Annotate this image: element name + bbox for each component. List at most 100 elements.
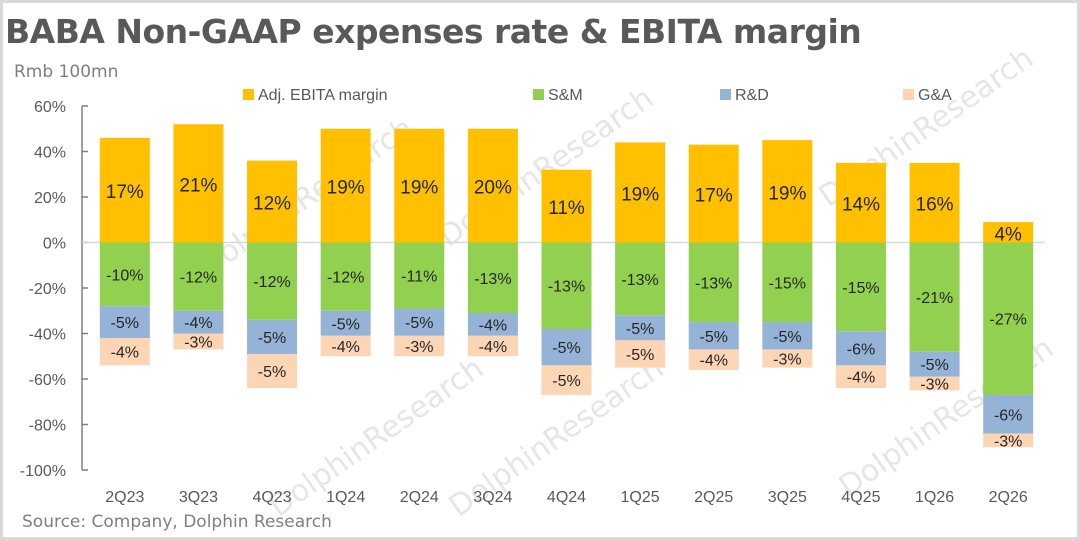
data-label-g-a: -5% bbox=[552, 373, 580, 390]
x-tick-label: 4Q24 bbox=[547, 489, 586, 506]
bar-s-m bbox=[909, 242, 960, 352]
bar-s-m bbox=[615, 242, 666, 316]
data-label-s-m: -13% bbox=[548, 279, 585, 296]
data-label-r-d: -5% bbox=[773, 329, 801, 346]
data-label-r-d: -5% bbox=[111, 315, 139, 332]
bar-r-d bbox=[467, 313, 518, 336]
data-label-r-d: -6% bbox=[847, 341, 875, 358]
bar-s-m bbox=[99, 242, 150, 307]
data-label-r-d: -5% bbox=[700, 329, 728, 346]
bar-s-m bbox=[541, 242, 592, 329]
bar-s-m bbox=[320, 242, 371, 311]
data-label-g-a: -3% bbox=[920, 377, 948, 394]
data-label-ebita-margin: 19% bbox=[621, 184, 659, 205]
bar-s-m bbox=[467, 242, 518, 314]
data-label-s-m: -27% bbox=[990, 312, 1027, 329]
legend: Adj. EBITA margin S&M R&D G&A bbox=[243, 87, 952, 104]
bar-s-m bbox=[762, 242, 813, 323]
bar-r-d bbox=[541, 328, 592, 366]
bar-r-d bbox=[247, 319, 298, 354]
data-label-g-a: -4% bbox=[331, 339, 359, 356]
data-label-s-m: -15% bbox=[842, 280, 879, 297]
data-label-g-a: -3% bbox=[405, 339, 433, 356]
x-tick-label: 1Q24 bbox=[326, 489, 365, 506]
y-tick-label: -80% bbox=[29, 418, 66, 435]
x-tick-label: 4Q23 bbox=[252, 489, 291, 506]
data-label-r-d: -5% bbox=[331, 316, 359, 333]
bar-g-a bbox=[467, 335, 518, 357]
data-label-g-a: -3% bbox=[994, 433, 1022, 450]
data-label-g-a: -3% bbox=[773, 352, 801, 369]
data-label-g-a: -4% bbox=[479, 339, 507, 356]
y-tick-label: 40% bbox=[34, 145, 66, 162]
chart-title: BABA Non-GAAP expenses rate & EBITA marg… bbox=[5, 12, 862, 51]
legend-label: Adj. EBITA margin bbox=[258, 87, 388, 104]
bars: 17% -10% -5% -4% 21% -12% -4% -3% 12% -12% -5% -5% 1… bbox=[99, 124, 1034, 450]
data-label-ebita-margin: 19% bbox=[327, 178, 365, 199]
y-tick-label: 20% bbox=[34, 190, 66, 207]
data-label-g-a: -3% bbox=[184, 334, 212, 351]
data-label-ebita-margin: 14% bbox=[842, 195, 880, 216]
x-tick-label: 2Q23 bbox=[105, 489, 144, 506]
bar-s-m bbox=[247, 242, 298, 320]
legend-swatch bbox=[720, 89, 731, 100]
bar-ebita-margin bbox=[247, 160, 298, 243]
y-tick-label: 0% bbox=[43, 236, 66, 253]
x-tick-label: 3Q23 bbox=[179, 489, 218, 506]
data-label-s-m: -13% bbox=[621, 272, 658, 289]
bar-ebita-margin bbox=[835, 162, 886, 243]
data-label-r-d: -5% bbox=[552, 340, 580, 357]
bar-ebita-margin bbox=[688, 144, 739, 243]
bar-s-m bbox=[835, 242, 886, 332]
data-label-s-m: -15% bbox=[769, 275, 806, 292]
y-tick-label: -100% bbox=[20, 463, 66, 480]
bar-r-d bbox=[615, 315, 666, 341]
data-label-r-d: -5% bbox=[920, 357, 948, 374]
x-axis-labels: 2Q23 3Q23 4Q23 1Q24 2Q24 3Q24 4Q24 1Q25 2Q25 3Q25… bbox=[105, 489, 1028, 506]
data-label-g-a: -4% bbox=[847, 370, 875, 387]
bar-g-a bbox=[173, 333, 224, 350]
data-label-s-m: -10% bbox=[106, 267, 143, 284]
bar-r-d bbox=[320, 310, 371, 336]
bar-g-a bbox=[688, 349, 739, 370]
bar-r-d bbox=[909, 351, 960, 377]
data-label-s-m: -21% bbox=[916, 290, 953, 307]
data-label-ebita-margin: 12% bbox=[253, 194, 291, 215]
y-tick-label: -60% bbox=[29, 372, 66, 389]
x-tick-label: 3Q25 bbox=[768, 489, 807, 506]
bar-s-m bbox=[983, 242, 1034, 395]
bar-g-a bbox=[320, 335, 371, 357]
x-tick-label: 2Q24 bbox=[400, 489, 439, 506]
data-label-s-m: -12% bbox=[180, 270, 217, 287]
legend-label: G&A bbox=[918, 87, 952, 104]
bar-s-m bbox=[394, 242, 445, 309]
bar-g-a bbox=[909, 376, 960, 391]
data-label-r-d: -5% bbox=[626, 321, 654, 338]
x-tick-label: 3Q24 bbox=[473, 489, 512, 506]
bar-ebita-margin bbox=[320, 128, 371, 243]
bar-r-d bbox=[173, 310, 224, 334]
legend-label: R&D bbox=[735, 87, 769, 104]
x-tick-label: 2Q26 bbox=[989, 489, 1028, 506]
data-label-ebita-margin: 17% bbox=[695, 186, 733, 207]
data-label-g-a: -4% bbox=[111, 345, 139, 362]
bar-g-a bbox=[247, 353, 298, 389]
data-label-ebita-margin: 16% bbox=[916, 195, 954, 216]
bar-g-a bbox=[615, 340, 666, 368]
bar-g-a bbox=[762, 349, 813, 368]
source-note: Source: Company, Dolphin Research bbox=[22, 512, 332, 532]
legend-swatch bbox=[903, 89, 914, 100]
bar-ebita-margin bbox=[99, 137, 150, 243]
bar-ebita-margin bbox=[467, 128, 518, 243]
data-label-r-d: -6% bbox=[994, 407, 1022, 424]
data-label-ebita-margin: 19% bbox=[400, 178, 438, 199]
data-label-s-m: -13% bbox=[695, 275, 732, 292]
bar-ebita-margin bbox=[615, 142, 666, 243]
bar-g-a bbox=[541, 365, 592, 395]
bar-r-d bbox=[688, 322, 739, 350]
bar-g-a bbox=[983, 433, 1034, 448]
data-label-ebita-margin: 11% bbox=[548, 198, 585, 219]
bar-ebita-margin bbox=[762, 140, 813, 243]
data-label-s-m: -12% bbox=[327, 270, 364, 287]
